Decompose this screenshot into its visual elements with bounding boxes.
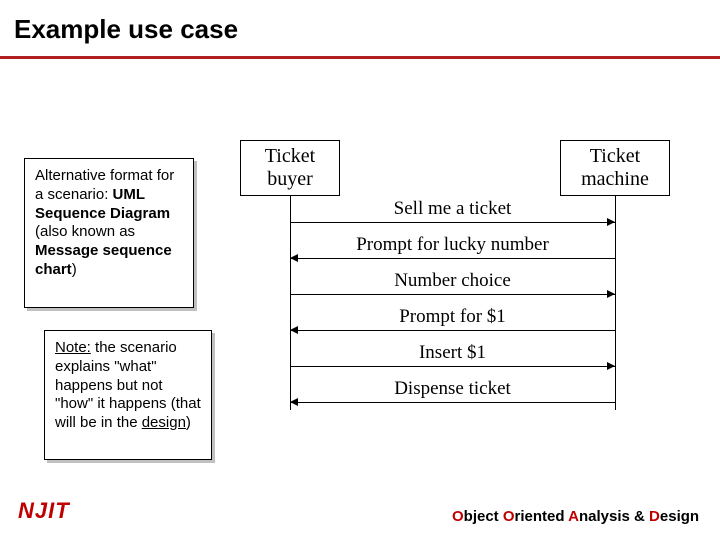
note-text-segment: design xyxy=(142,414,186,431)
message-label-3: Prompt for $1 xyxy=(290,306,615,328)
lifeline-machine xyxy=(615,196,616,410)
footer-segment: bject xyxy=(464,508,503,525)
note-text-segment: (also known as xyxy=(35,223,135,240)
actor-box-buyer: Ticketbuyer xyxy=(240,140,340,196)
message-label-1: Prompt for lucky number xyxy=(290,234,615,256)
arrow-head-icon xyxy=(290,398,298,406)
message-arrow-4 xyxy=(290,366,615,367)
message-arrow-1 xyxy=(290,258,615,259)
footer-segment: riented xyxy=(515,508,569,525)
title-rule xyxy=(0,56,720,59)
note-box-1: Alternative format for a scenario: UML S… xyxy=(24,158,194,308)
message-label-5: Dispense ticket xyxy=(290,378,615,400)
message-arrow-2 xyxy=(290,294,615,295)
footer-segment: esign xyxy=(660,508,699,525)
message-arrow-0 xyxy=(290,222,615,223)
note-text-segment: ) xyxy=(186,414,191,431)
footer-segment: D xyxy=(649,508,660,525)
footer-segment: nalysis & xyxy=(579,508,649,525)
actor-box-machine: Ticketmachine xyxy=(560,140,670,196)
note-text-segment: Message sequence chart xyxy=(35,242,172,278)
footer-text: Object Oriented Analysis & Design xyxy=(452,508,699,525)
arrow-head-icon xyxy=(607,362,615,370)
message-label-0: Sell me a ticket xyxy=(290,198,615,220)
message-arrow-3 xyxy=(290,330,615,331)
slide-title: Example use case xyxy=(14,14,238,45)
footer-segment: A xyxy=(568,508,579,525)
message-arrow-5 xyxy=(290,402,615,403)
footer-segment: O xyxy=(452,508,464,525)
arrow-head-icon xyxy=(290,326,298,334)
message-label-4: Insert $1 xyxy=(290,342,615,364)
footer-segment: O xyxy=(503,508,515,525)
arrow-head-icon xyxy=(607,218,615,226)
sequence-diagram: Ticketbuyer TicketmachineSell me a ticket… xyxy=(240,140,680,420)
note-text-segment: ) xyxy=(72,261,77,278)
note-text-segment: Note: xyxy=(55,339,91,356)
message-label-2: Number choice xyxy=(290,270,615,292)
logo-njit: NJIT xyxy=(18,498,70,524)
slide-root: Example use case Alternative format for … xyxy=(0,0,720,540)
note-text-segment: Alternative format for a scenario: xyxy=(35,167,174,203)
arrow-head-icon xyxy=(607,290,615,298)
note-box-2: Note: the scenario explains "what" happe… xyxy=(44,330,212,460)
arrow-head-icon xyxy=(290,254,298,262)
